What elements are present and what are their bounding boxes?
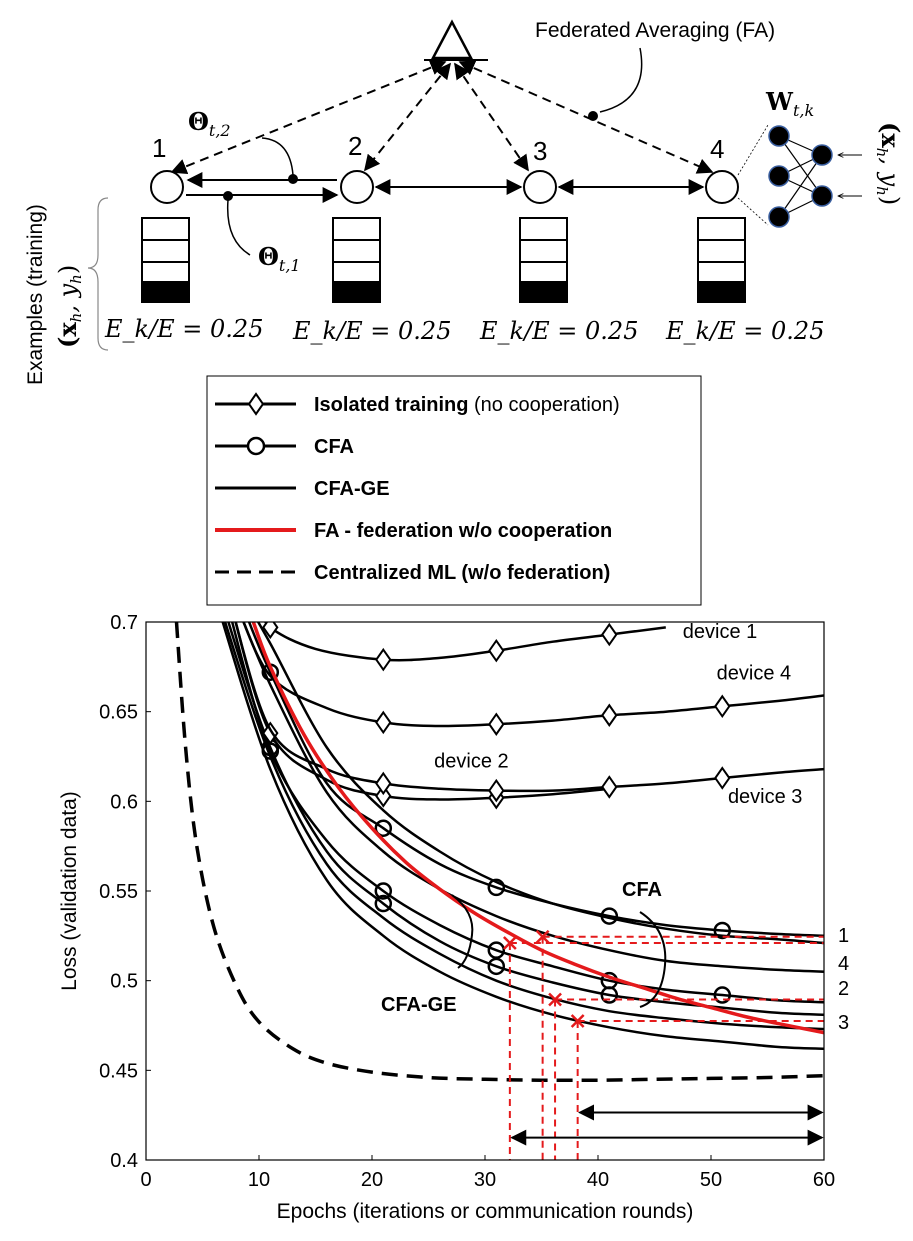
x-tick-label: 40 — [587, 1169, 609, 1191]
cfa-bracket — [639, 911, 667, 1008]
d2d-links — [186, 172, 705, 203]
series-line-fa — [251, 622, 824, 1035]
server-triangle-icon — [430, 19, 474, 60]
cfage-group-label: CFA-GE — [381, 994, 457, 1016]
diamond-marker — [375, 710, 392, 735]
diamond-marker — [488, 778, 505, 803]
device-number-label: 1 — [838, 925, 849, 947]
neural-network-icon — [737, 124, 862, 228]
x-tick-label: 20 — [361, 1169, 383, 1191]
circle-marker — [713, 921, 732, 940]
diamond-marker — [375, 784, 392, 808]
circle-marker — [487, 957, 506, 976]
legend-label-1: CFA — [314, 436, 354, 458]
device-number-label: 4 — [838, 953, 849, 975]
node-label-1: 1 — [152, 133, 166, 163]
x-axis-label: Epochs (iterations or communication roun… — [277, 1200, 694, 1223]
y-tick-label: 0.6 — [110, 791, 138, 813]
circle-marker — [713, 986, 732, 1004]
device-label: device 1 — [683, 621, 758, 643]
diamond-marker — [488, 712, 505, 736]
crossing-marker — [535, 929, 550, 944]
theta-t2-label: Θt,2 — [188, 107, 231, 140]
cfa-group-label: CFA — [622, 879, 662, 901]
ratio-label-4: E_k/E = 0.25 — [665, 317, 824, 345]
circle-marker — [374, 819, 393, 837]
x-tick-label: 30 — [474, 1169, 496, 1191]
fa-label: Federated Averaging (FA) — [535, 19, 775, 42]
y-tick-label: 0.5 — [110, 971, 138, 993]
y-axis-label: Loss (validation data) — [58, 791, 81, 991]
legend: Isolated training (no cooperation) CFA CFA… — [206, 375, 702, 606]
y-tick-label: 0.4 — [110, 1150, 138, 1172]
w-label: Wt,k — [765, 87, 814, 120]
y-tick-label: 0.55 — [99, 881, 138, 903]
diamond-marker — [488, 638, 505, 663]
x-tick-label: 50 — [700, 1169, 722, 1191]
series-line-cfa-1 — [247, 622, 824, 938]
diamond-marker — [714, 694, 731, 719]
data-stacks — [141, 217, 746, 303]
series-line-cfa-ge-3 — [221, 622, 824, 1051]
series-line-device-1 — [263, 622, 666, 662]
device-label: device 4 — [717, 662, 792, 684]
diamond-marker — [375, 771, 392, 796]
series-line-cfa-2 — [227, 622, 824, 1016]
x-tick-label: 0 — [140, 1169, 151, 1191]
device-label: device 2 — [434, 750, 509, 772]
node-label-2: 2 — [348, 131, 362, 161]
loss-chart: device 1 device 4 device 2 device 3 CFA CFA-G… — [58, 612, 849, 1223]
series-line-cfa-ge-4 — [242, 622, 824, 973]
legend-label-0: Isolated training (no cooperation) — [314, 394, 620, 416]
fa-dashed-links — [170, 59, 714, 175]
y-tick-label: 0.7 — [110, 612, 138, 634]
examples-xy-label: (xh, yh) — [53, 265, 85, 348]
diamond-marker — [601, 775, 618, 799]
ratio-label-1: E_k/E = 0.25 — [104, 315, 263, 343]
x-tick-label: 60 — [813, 1169, 835, 1191]
cfage-bracket — [451, 894, 474, 969]
crossing-marker — [570, 1014, 585, 1028]
ratio-label-3: E_k/E = 0.25 — [479, 317, 638, 345]
y-tick-label: 0.45 — [99, 1060, 138, 1082]
legend-label-4: Centralized ML (w/o federation) — [314, 562, 610, 584]
diamond-marker — [714, 766, 731, 790]
series-line-cfa-ge-1 — [256, 622, 824, 945]
x-tick-label: 10 — [248, 1169, 270, 1191]
theta-t1-label: Θt,1 — [258, 242, 301, 275]
legend-diamond-marker — [247, 392, 265, 416]
series-line-centralized — [174, 622, 824, 1083]
crossing-marker — [548, 992, 562, 1007]
circle-marker — [374, 882, 393, 900]
node-label-4: 4 — [710, 134, 724, 164]
diamond-marker — [262, 622, 279, 640]
examples-label: Examples (training) — [24, 204, 47, 385]
circle-marker — [487, 878, 506, 897]
device-nodes: 1 2 3 4 — [150, 131, 739, 204]
diamond-marker — [601, 622, 618, 647]
device-number-label: 3 — [838, 1012, 849, 1034]
diamond-marker — [262, 721, 279, 745]
device-number-label: 2 — [838, 978, 849, 1000]
device-label: device 3 — [728, 786, 803, 808]
ratio-label-2: E_k/E = 0.25 — [292, 317, 451, 345]
legend-circle-marker — [246, 436, 266, 456]
circle-marker — [600, 986, 619, 1004]
node-label-3: 3 — [533, 136, 547, 166]
circle-marker — [600, 907, 619, 925]
federation-diagram: Federated Averaging (FA) 1 2 3 4 Θt,2 Θt… — [24, 19, 905, 385]
legend-label-3: FA - federation w/o cooperation — [314, 520, 612, 542]
nn-xy-label: (xh, yh) — [873, 122, 905, 205]
legend-box — [206, 375, 702, 606]
crossing-marker — [502, 936, 517, 950]
series-line-cfa-ge-2 — [223, 622, 824, 1031]
legend-label-2: CFA-GE — [314, 478, 390, 500]
y-tick-label: 0.65 — [99, 702, 138, 724]
circle-marker — [374, 894, 393, 913]
diamond-marker — [375, 647, 392, 672]
diamond-marker — [601, 703, 618, 727]
